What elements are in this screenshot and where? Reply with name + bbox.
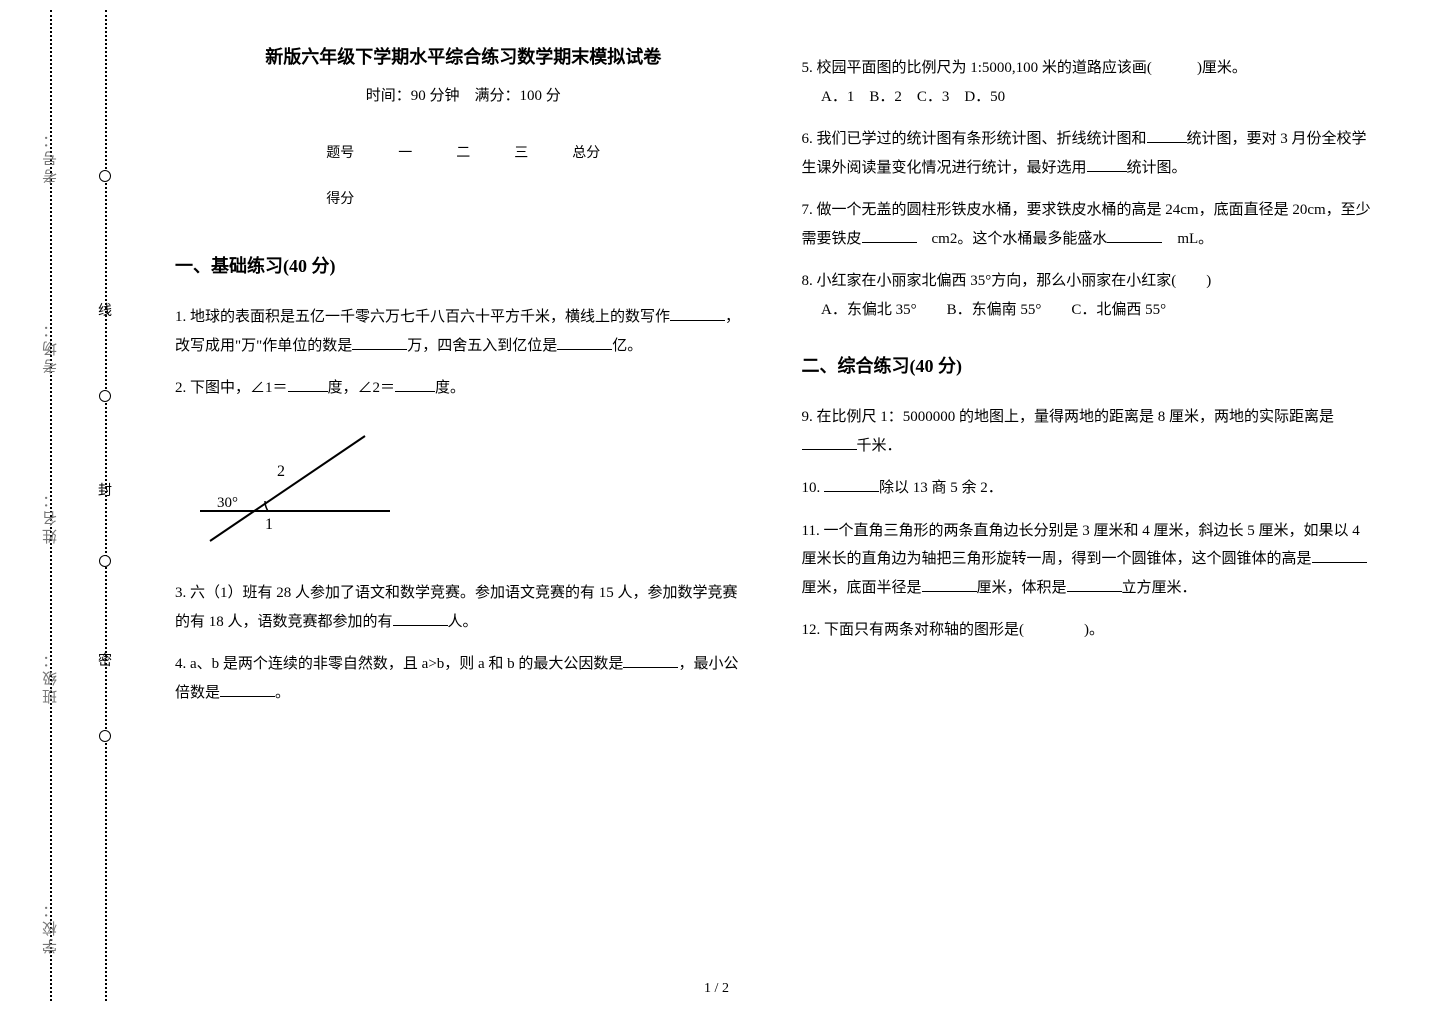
q6-text: 统计图。: [1127, 160, 1187, 176]
q10-text: 除以 13 商 5 余 2．: [879, 480, 1003, 496]
field-class: 班级：: [40, 650, 61, 704]
seal-char: 线: [98, 300, 112, 320]
angle-1-label: 1: [265, 516, 273, 533]
q9-text: 千米．: [857, 438, 902, 454]
q7-text: cm2。这个水桶最多能盛水: [917, 231, 1108, 247]
cell: 一: [376, 131, 434, 178]
section-1-heading: 一、基础练习(40 分): [175, 249, 752, 283]
seal-char: 密: [98, 650, 112, 670]
q11-text: 立方厘米．: [1122, 580, 1197, 596]
blank: [1147, 128, 1187, 143]
score-table: 题号 一 二 三 总分 得分: [304, 131, 622, 224]
blank: [1107, 228, 1162, 243]
angle-svg: 30° 1 2: [195, 421, 395, 551]
cell: 总分: [550, 131, 622, 178]
diagonal-line: [210, 436, 365, 541]
blank: [623, 653, 678, 668]
blank: [1067, 577, 1122, 592]
binding-ring: [99, 390, 111, 402]
question-5: 5. 校园平面图的比例尺为 1:5000,100 米的道路应该画( )厘米。 A…: [802, 54, 1379, 111]
binding-ring: [99, 730, 111, 742]
question-8: 8. 小红家在小丽家北偏西 35°方向，那么小丽家在小红家( ) A．东偏北 3…: [802, 267, 1379, 324]
blank: [670, 306, 725, 321]
question-12: 12. 下面只有两条对称轴的图形是( )。: [802, 616, 1379, 645]
blank: [395, 377, 435, 392]
q8-options: A．东偏北 35° B．东偏南 55° C．北偏西 55°: [802, 296, 1379, 325]
blank: [352, 335, 407, 350]
question-6: 6. 我们已学过的统计图有条形统计图、折线统计图和统计图，要对 3 月份全校学生…: [802, 125, 1379, 182]
question-4: 4. a、b 是两个连续的非零自然数，且 a>b，则 a 和 b 的最大公因数是…: [175, 650, 752, 707]
dotted-line-right: [105, 10, 107, 1001]
q5-text: )厘米。: [1197, 60, 1247, 76]
q11-text: 厘米，体积是: [977, 580, 1067, 596]
question-9: 9. 在比例尺 1：5000000 的地图上，量得两地的距离是 8 厘米，两地的…: [802, 403, 1379, 460]
q2-text: 2. 下图中，∠1＝: [175, 380, 288, 396]
q6-text: 6. 我们已学过的统计图有条形统计图、折线统计图和: [802, 131, 1147, 147]
field-school: 学校：: [40, 900, 61, 954]
q1-text: 1. 地球的表面积是五亿一千零六万七千八百六十平方千米，横线上的数写作: [175, 309, 670, 325]
question-1: 1. 地球的表面积是五亿一千零六万七千八百六十平方千米，横线上的数写作，改写成用…: [175, 303, 752, 360]
cell: 得分: [304, 177, 376, 224]
content-area: 新版六年级下学期水平综合练习数学期末模拟试卷 时间：90 分钟 满分：100 分…: [140, 0, 1433, 1011]
blank: [824, 477, 879, 492]
q1-text: 亿。: [612, 338, 642, 354]
right-column: 5. 校园平面图的比例尺为 1:5000,100 米的道路应该画( )厘米。 A…: [777, 40, 1404, 991]
blank: [393, 611, 448, 626]
question-11: 11. 一个直角三角形的两条直角边长分别是 3 厘米和 4 厘米，斜边长 5 厘…: [802, 517, 1379, 603]
exam-title: 新版六年级下学期水平综合练习数学期末模拟试卷: [175, 40, 752, 74]
blank: [802, 435, 857, 450]
question-3: 3. 六（1）班有 28 人参加了语文和数学竞赛。参加语文竞赛的有 15 人，参…: [175, 579, 752, 636]
q3-text: 人。: [448, 614, 478, 630]
question-10: 10. 除以 13 商 5 余 2．: [802, 474, 1379, 503]
seal-char: 封: [98, 480, 112, 500]
exam-subtitle: 时间：90 分钟 满分：100 分: [175, 82, 752, 111]
q9-text: 9. 在比例尺 1：5000000 的地图上，量得两地的距离是 8 厘米，两地的…: [802, 409, 1335, 425]
exam-page: 考号： 考场： 姓名： 班级： 学校： 线 封 密 新版六年级下学期水平综合练习…: [0, 0, 1433, 1011]
page-number: 1 / 2: [704, 981, 729, 997]
blank: [288, 377, 328, 392]
field-name: 姓名：: [40, 490, 61, 544]
q10-text: 10.: [802, 480, 825, 496]
field-exam-room: 考场：: [40, 320, 61, 374]
q2-text: 度。: [435, 380, 465, 396]
blank: [557, 335, 612, 350]
left-column: 新版六年级下学期水平综合练习数学期末模拟试卷 时间：90 分钟 满分：100 分…: [150, 40, 777, 991]
q7-text: mL。: [1162, 231, 1213, 247]
q11-text: 11. 一个直角三角形的两条直角边长分别是 3 厘米和 4 厘米，斜边长 5 厘…: [802, 523, 1360, 568]
blank: [862, 228, 917, 243]
angle-label: 30°: [217, 495, 238, 511]
question-7: 7. 做一个无盖的圆柱形铁皮水桶，要求铁皮水桶的高是 24cm，底面直径是 20…: [802, 196, 1379, 253]
q4-text: 4. a、b 是两个连续的非零自然数，且 a>b，则 a 和 b 的最大公因数是: [175, 656, 623, 672]
angle-2-label: 2: [277, 463, 285, 480]
q5-text: 5. 校园平面图的比例尺为 1:5000,100 米的道路应该画(: [802, 60, 1152, 76]
table-row: 题号 一 二 三 总分: [304, 131, 622, 178]
binding-rail: 考号： 考场： 姓名： 班级： 学校： 线 封 密: [0, 0, 140, 1011]
question-2: 2. 下图中，∠1＝ 度，∠2＝ 度。: [175, 374, 752, 403]
blank: [1312, 548, 1367, 563]
section-2-heading: 二、综合练习(40 分): [802, 349, 1379, 383]
blank: [220, 682, 275, 697]
q12-text: 12. 下面只有两条对称轴的图形是( )。: [802, 622, 1105, 638]
q4-text: 。: [275, 685, 290, 701]
binding-ring: [99, 555, 111, 567]
q1-text: 万，四舍五入到亿位是: [407, 338, 557, 354]
q11-text: 厘米，底面半径是: [802, 580, 922, 596]
cell: 题号: [304, 131, 376, 178]
binding-ring: [99, 170, 111, 182]
cell: 三: [492, 131, 550, 178]
field-exam-number: 考号：: [40, 130, 61, 184]
blank: [922, 577, 977, 592]
blank: [1087, 157, 1127, 172]
q8-text: 8. 小红家在小丽家北偏西 35°方向，那么小丽家在小红家( ): [802, 273, 1212, 289]
q5-options: A．1 B．2 C．3 D．50: [802, 83, 1379, 112]
cell: 二: [434, 131, 492, 178]
q2-text: 度，∠2＝: [328, 380, 396, 396]
table-row: 得分: [304, 177, 622, 224]
angle-figure: 30° 1 2: [195, 421, 752, 562]
